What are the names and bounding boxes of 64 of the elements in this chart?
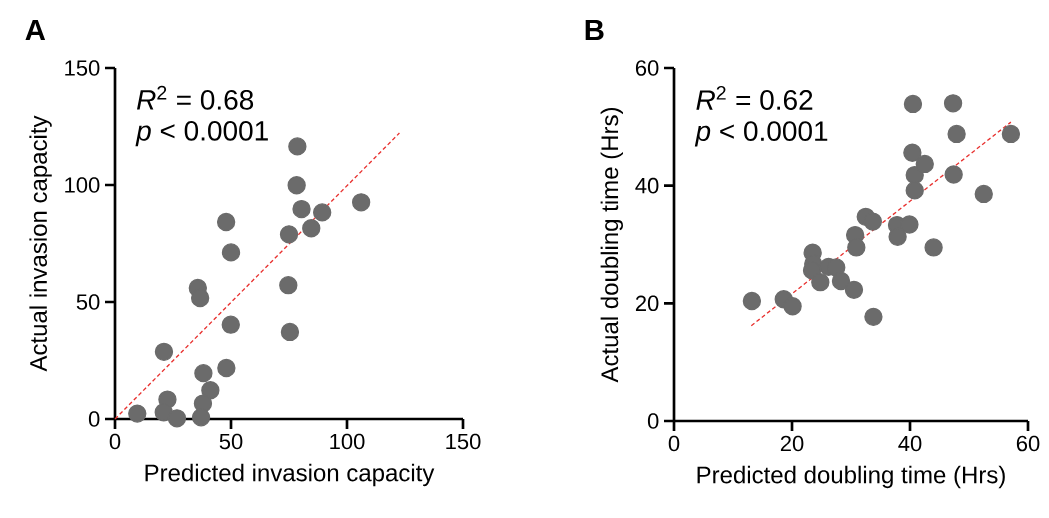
- point: [974, 184, 993, 204]
- x-tick-label: 150: [446, 433, 481, 450]
- point: [1001, 124, 1021, 144]
- point: [287, 176, 306, 195]
- point: [863, 212, 882, 231]
- y-tick-label: 20: [635, 295, 659, 312]
- y-axis-title: Actual doubling time (Hrs): [600, 108, 623, 383]
- y-tick-label: 0: [647, 413, 659, 429]
- point: [351, 193, 371, 212]
- point: [221, 243, 241, 262]
- x-tick-label: 0: [109, 433, 121, 450]
- point: [190, 288, 210, 308]
- y-tick-label: 40: [635, 177, 659, 194]
- y-tick-label: 60: [635, 60, 659, 76]
- point: [924, 238, 943, 257]
- point: [154, 342, 174, 362]
- y-axis-title: Actual invasion capacity: [29, 115, 52, 372]
- x-axis-title: Predicted doubling time (Hrs): [697, 465, 1005, 489]
- point: [221, 315, 240, 334]
- point: [280, 322, 300, 342]
- x-tick-label: 60: [1016, 435, 1040, 452]
- point: [167, 409, 187, 428]
- point: [292, 199, 311, 219]
- y-tick-label: 50: [76, 294, 100, 310]
- y-tick-label: 0: [88, 411, 100, 427]
- point: [944, 165, 963, 184]
- point: [844, 280, 864, 299]
- x-tick-label: 100: [330, 433, 365, 450]
- point: [216, 212, 236, 232]
- chart-title: A: [25, 19, 46, 41]
- point: [903, 143, 922, 162]
- x-axis-title: Predicted invasion capacity: [145, 463, 435, 487]
- point: [313, 203, 332, 222]
- point: [943, 94, 963, 113]
- point: [194, 363, 213, 383]
- point: [302, 219, 321, 238]
- x-tick-label: 40: [898, 435, 922, 452]
- point: [811, 272, 830, 292]
- point: [847, 238, 866, 257]
- point: [742, 291, 762, 311]
- point: [903, 94, 923, 114]
- x-tick-label: 50: [219, 433, 243, 450]
- x-tick-label: 20: [780, 435, 804, 452]
- point: [915, 154, 934, 174]
- y-tick-label: 100: [65, 177, 100, 193]
- point: [279, 225, 299, 244]
- point: [831, 271, 851, 291]
- annotation: R$^{2}$ = 0.68: [137, 85, 254, 110]
- point: [947, 124, 966, 144]
- point: [217, 358, 236, 378]
- annotation: R$^{2}$ = 0.62: [696, 85, 813, 110]
- annotation: p < 0.0001: [135, 120, 268, 147]
- point: [191, 408, 211, 427]
- point: [905, 181, 924, 200]
- annotation: p < 0.0001: [694, 121, 828, 147]
- y-tick-label: 150: [65, 60, 100, 76]
- x-tick-label: 0: [668, 435, 680, 452]
- point: [279, 275, 298, 295]
- point: [201, 381, 220, 400]
- chart-title: B: [585, 19, 604, 41]
- point: [288, 137, 307, 156]
- point: [128, 404, 147, 423]
- point: [864, 307, 883, 327]
- point: [783, 297, 802, 316]
